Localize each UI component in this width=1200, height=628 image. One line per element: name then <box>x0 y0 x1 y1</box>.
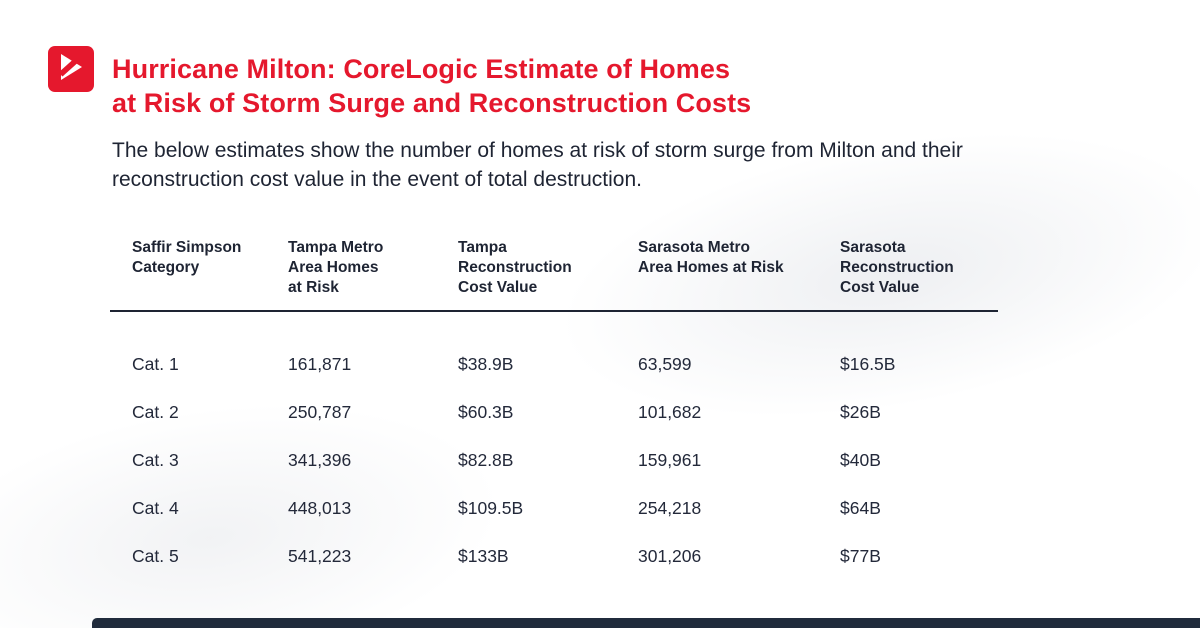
table-header-row: Saffir Simpson Category Tampa Metro Area… <box>110 238 1000 298</box>
page-title-line: Hurricane Milton: CoreLogic Estimate of … <box>112 54 731 84</box>
header: Hurricane Milton: CoreLogic Estimate of … <box>112 52 1047 194</box>
column-header-sarasota-cost: Sarasota Reconstruction Cost Value <box>840 239 954 296</box>
column-header-tampa-homes: Tampa Metro Area Homes at Risk <box>288 239 384 296</box>
logo-arrow-icon <box>48 46 94 92</box>
cell-sarasota-cost: $64B <box>840 497 881 518</box>
cell-tampa-cost: $109.5B <box>458 497 524 518</box>
cell-sarasota-homes: 301,206 <box>638 545 702 566</box>
cell-sarasota-homes: 63,599 <box>638 353 692 374</box>
corelogic-logo <box>48 46 94 92</box>
page-subtitle: The below estimates show the number of h… <box>112 139 963 191</box>
cell-tampa-cost: $60.3B <box>458 401 514 422</box>
cell-tampa-homes: 341,396 <box>288 449 352 470</box>
cell-category: Cat. 3 <box>132 449 179 470</box>
cell-category: Cat. 5 <box>132 545 179 566</box>
footer-accent-bar <box>92 618 1200 628</box>
table-divider <box>110 310 998 312</box>
column-header-tampa-cost: Tampa Reconstruction Cost Value <box>458 239 572 296</box>
column-header-category: Saffir Simpson Category <box>132 239 242 276</box>
table-row: Cat. 2 250,787 $60.3B 101,682 $26B <box>110 388 1000 436</box>
cell-category: Cat. 2 <box>132 401 179 422</box>
cell-sarasota-cost: $26B <box>840 401 881 422</box>
cell-tampa-homes: 250,787 <box>288 401 352 422</box>
cell-tampa-cost: $38.9B <box>458 353 514 374</box>
cell-sarasota-cost: $40B <box>840 449 881 470</box>
cell-tampa-homes: 541,223 <box>288 545 352 566</box>
cell-sarasota-cost: $77B <box>840 545 881 566</box>
table-row: Cat. 1 161,871 $38.9B 63,599 $16.5B <box>110 340 1000 388</box>
data-table: Saffir Simpson Category Tampa Metro Area… <box>110 238 1000 580</box>
table-row: Cat. 3 341,396 $82.8B 159,961 $40B <box>110 436 1000 484</box>
cell-tampa-cost: $82.8B <box>458 449 514 470</box>
column-header-sarasota-homes: Sarasota Metro Area Homes at Risk <box>638 239 784 276</box>
cell-tampa-homes: 448,013 <box>288 497 352 518</box>
table-body: Cat. 1 161,871 $38.9B 63,599 $16.5B Cat.… <box>110 340 1000 580</box>
cell-sarasota-homes: 159,961 <box>638 449 702 470</box>
page-title-line: at Risk of Storm Surge and Reconstructio… <box>112 88 752 118</box>
cell-sarasota-homes: 101,682 <box>638 401 702 422</box>
cell-sarasota-homes: 254,218 <box>638 497 702 518</box>
table-row: Cat. 4 448,013 $109.5B 254,218 $64B <box>110 484 1000 532</box>
cell-tampa-cost: $133B <box>458 545 509 566</box>
table-row: Cat. 5 541,223 $133B 301,206 $77B <box>110 532 1000 580</box>
cell-tampa-homes: 161,871 <box>288 353 352 374</box>
cell-category: Cat. 4 <box>132 497 179 518</box>
page-title: Hurricane Milton: CoreLogic Estimate of … <box>112 52 1047 120</box>
cell-sarasota-cost: $16.5B <box>840 353 896 374</box>
cell-category: Cat. 1 <box>132 353 179 374</box>
